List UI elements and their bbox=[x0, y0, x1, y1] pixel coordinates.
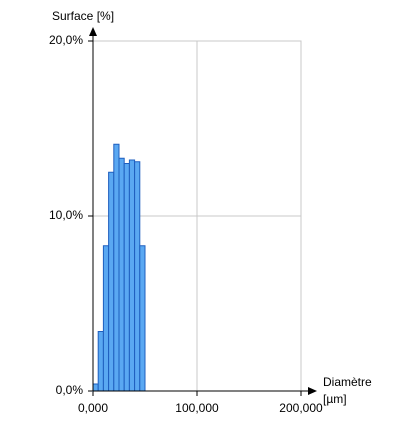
bar bbox=[108, 171, 115, 392]
y-axis-title: Surface [%] bbox=[52, 9, 114, 23]
y-tick-label: 20,0% bbox=[49, 33, 83, 47]
y-tick-label: 10,0% bbox=[49, 208, 83, 222]
x-axis-arrow bbox=[308, 387, 317, 395]
bar bbox=[97, 331, 104, 392]
bar bbox=[134, 161, 141, 392]
x-tick-label: 100,000 bbox=[175, 401, 219, 415]
bar bbox=[118, 157, 125, 392]
bar bbox=[128, 159, 136, 392]
bar bbox=[113, 143, 120, 392]
x-tick-label: 200,000 bbox=[279, 401, 323, 415]
x-tick-label: 0,000 bbox=[78, 401, 108, 415]
bar bbox=[92, 383, 99, 392]
x-axis-title: [µm] bbox=[323, 392, 347, 406]
y-axis-arrow bbox=[89, 27, 97, 36]
bar bbox=[102, 245, 110, 392]
bar bbox=[123, 163, 130, 392]
x-axis-title: Diamètre bbox=[323, 375, 372, 389]
bar bbox=[139, 245, 146, 392]
y-tick-label: 0,0% bbox=[56, 383, 84, 397]
